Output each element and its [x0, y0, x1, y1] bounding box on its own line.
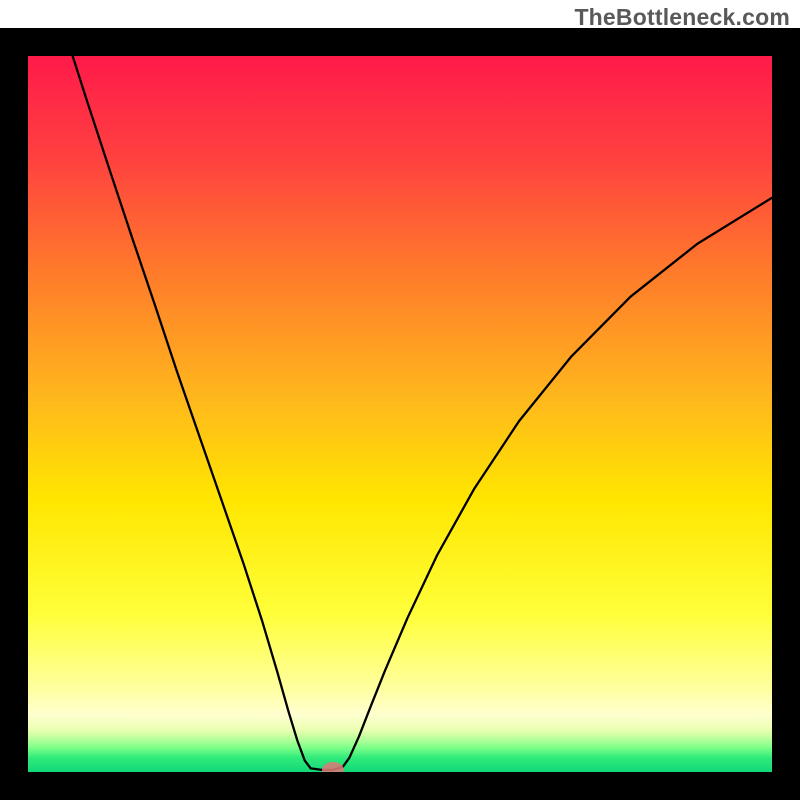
bottleneck-curve: [28, 56, 772, 772]
plot-frame: [0, 28, 800, 800]
chart-container: TheBottleneck.com: [0, 0, 800, 800]
plot-area: [28, 56, 772, 772]
watermark-text: TheBottleneck.com: [574, 4, 790, 31]
optimum-marker: [322, 762, 344, 772]
